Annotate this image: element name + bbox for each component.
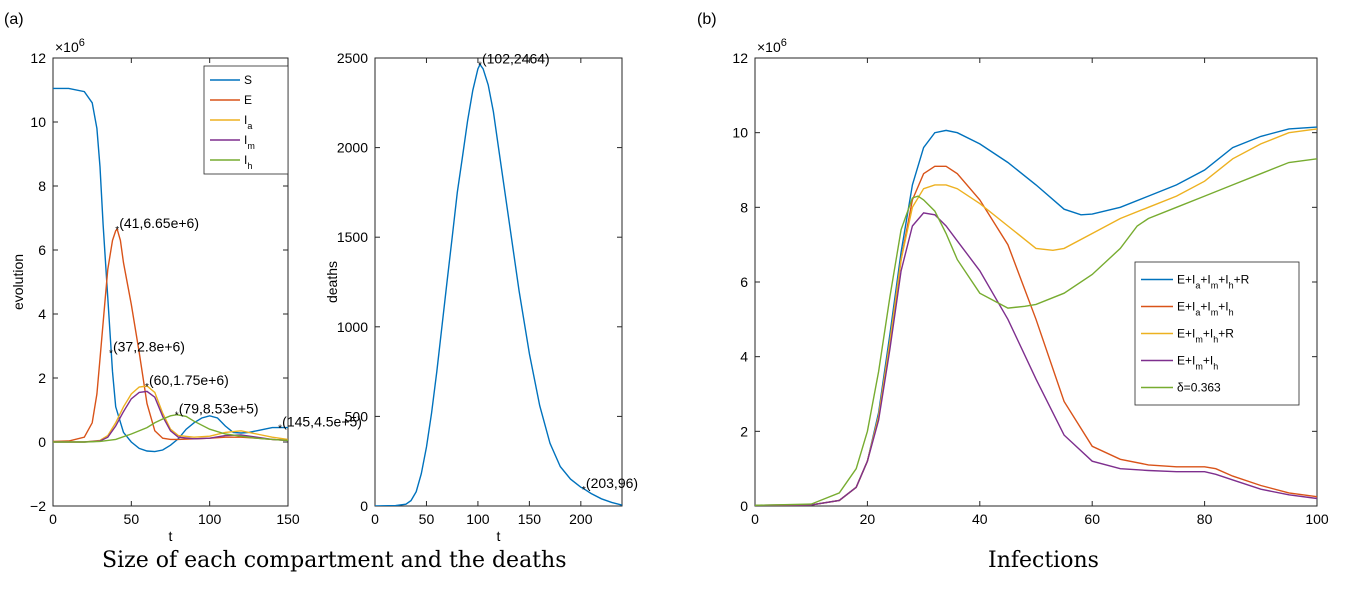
series-line-e <box>53 227 288 443</box>
y-tick-label: 0 <box>740 498 748 514</box>
x-tick-label: 40 <box>972 511 988 527</box>
x-axis-label: t <box>497 528 501 544</box>
legend-label: E+Ia+Im+Ih <box>1177 300 1234 318</box>
y-tick-label: 1500 <box>337 229 368 245</box>
panel-label-a: (a) <box>4 11 24 28</box>
caption-a: Size of each compartment and the deaths <box>102 548 567 573</box>
data-annotation: (203,96) <box>586 475 638 491</box>
x-tick-label: 20 <box>860 511 876 527</box>
x-tick-label: 80 <box>1197 511 1213 527</box>
x-tick-label: 60 <box>1084 511 1100 527</box>
series-line-e-i-m-i-h <box>755 212 1317 506</box>
plot-frame <box>374 57 623 507</box>
annotation-marker: * <box>115 225 119 236</box>
legend-label: E <box>244 93 252 107</box>
legend-label: S <box>244 73 252 87</box>
y-tick-label: 0 <box>360 498 368 514</box>
x-tick-label: 100 <box>198 511 222 527</box>
y-tick-label: 12 <box>732 50 748 66</box>
y-tick-label: 4 <box>740 349 748 365</box>
legend-label: E+Im+Ih+R <box>1177 327 1234 345</box>
annotation-marker: * <box>478 60 482 71</box>
y-tick-label: 2 <box>38 370 46 386</box>
y-tick-label: −2 <box>30 498 46 514</box>
y-tick-label: 8 <box>740 199 748 215</box>
series-line-i-h <box>53 413 288 443</box>
y-tick-label: 2500 <box>337 50 368 66</box>
annotation-marker: * <box>278 424 282 435</box>
x-tick-label: 0 <box>49 511 57 527</box>
panel-label-b: (b) <box>697 11 717 28</box>
deaths-chart: 0 50 100 150 20005001000150020002500tdeaths*… <box>324 50 638 544</box>
annotation-marker: * <box>175 411 179 422</box>
data-annotation: (37,2.8e+6) <box>113 338 185 354</box>
y-axis-label: evolution <box>10 254 26 310</box>
annotation-marker: * <box>109 348 113 359</box>
x-tick-label: 0 <box>371 511 379 527</box>
series-line-i-a <box>53 385 288 443</box>
y-tick-label: 10 <box>732 125 748 141</box>
plot-frame <box>52 57 289 507</box>
legend-label: E+Im+Ih <box>1177 354 1218 372</box>
annotation-marker: * <box>145 382 149 393</box>
y-tick-label: 6 <box>38 242 46 258</box>
x-axis-label: t <box>169 528 173 544</box>
y-tick-label: 2000 <box>337 140 368 156</box>
y-tick-label: 8 <box>38 178 46 194</box>
y-exponent-label: ×106 <box>55 37 85 55</box>
y-axis-label: deaths <box>324 261 340 303</box>
x-tick-label: 50 <box>124 511 140 527</box>
y-tick-label: 10 <box>30 114 46 130</box>
x-tick-label: 150 <box>276 511 300 527</box>
legend-label: Im <box>244 133 255 151</box>
y-tick-label: 0 <box>38 434 46 450</box>
y-tick-label: 4 <box>38 306 46 322</box>
annotation-marker: * <box>582 485 586 496</box>
series-line-i-m <box>53 390 288 443</box>
y-exponent-label: ×106 <box>757 37 787 55</box>
legend-label: E+Ia+Im+Ih+R <box>1177 273 1250 291</box>
legend-label: δ=0.363 <box>1177 381 1221 395</box>
x-tick-label: 100 <box>1305 511 1329 527</box>
infections-chart: 0 20 40 60 80 100 0 2 4 6 8 10 12 ×106 E+Ia+Im+Ih+R E+I… <box>732 37 1328 527</box>
x-tick-label: 150 <box>518 511 542 527</box>
x-tick-label: 0 <box>751 511 759 527</box>
y-tick-label: 2 <box>740 423 748 439</box>
y-tick-label: 500 <box>345 408 369 424</box>
legend-label: Ia <box>244 113 252 131</box>
y-tick-label: 1000 <box>337 319 368 335</box>
y-tick-label: 12 <box>30 50 46 66</box>
series-line-deaths <box>375 63 622 506</box>
data-annotation: (60,1.75e+6) <box>149 372 229 388</box>
x-tick-label: 100 <box>466 511 490 527</box>
data-annotation: (41,6.65e+6) <box>119 215 199 231</box>
y-tick-label: 6 <box>740 274 748 290</box>
data-annotation: (102,2464) <box>482 50 550 66</box>
data-annotation: (145,4.5e+5) <box>282 414 362 430</box>
x-tick-label: 200 <box>569 511 593 527</box>
x-tick-label: 50 <box>419 511 435 527</box>
series-line--0-363 <box>755 158 1317 506</box>
caption-b: Infections <box>988 548 1099 573</box>
legend-label: Ih <box>244 153 252 171</box>
legend-box <box>1134 261 1300 406</box>
data-annotation: (79,8.53e+5) <box>179 401 259 417</box>
